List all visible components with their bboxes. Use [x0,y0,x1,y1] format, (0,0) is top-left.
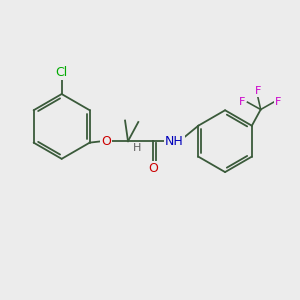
Text: H: H [133,142,141,153]
Text: O: O [101,135,111,148]
Text: Cl: Cl [56,66,68,79]
Text: F: F [275,97,281,107]
Text: O: O [148,162,158,175]
Text: F: F [255,86,261,96]
Text: F: F [239,97,245,107]
Text: NH: NH [165,135,184,148]
